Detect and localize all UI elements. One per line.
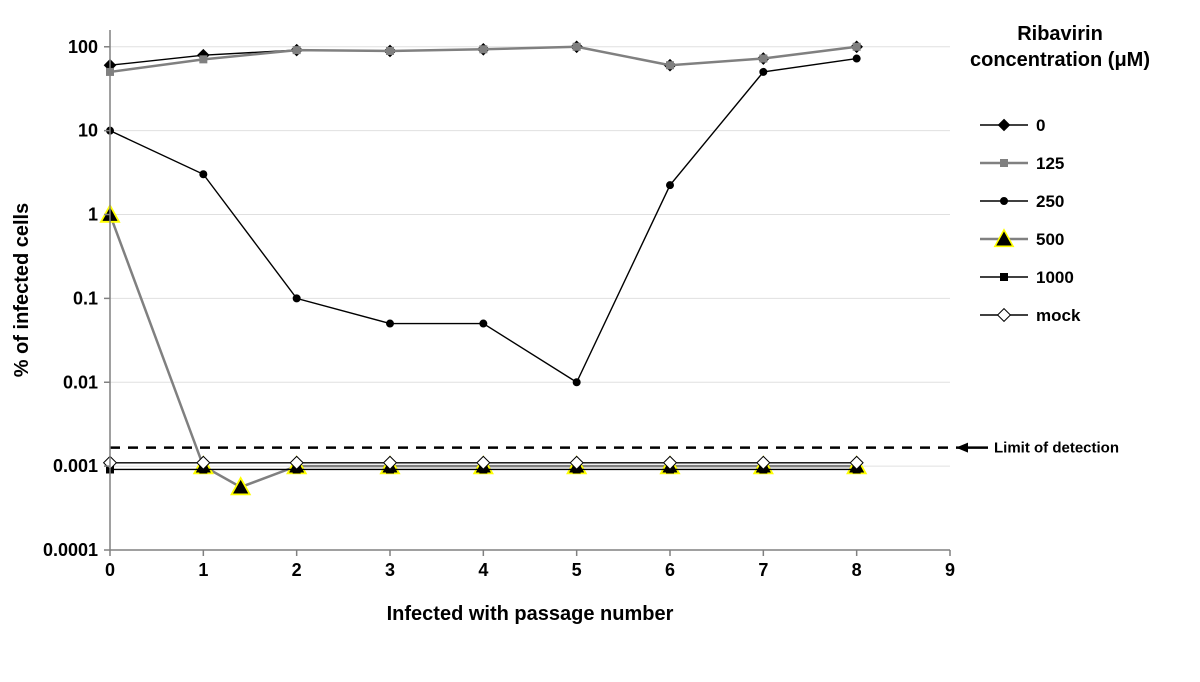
x-tick: 7 bbox=[758, 560, 768, 580]
point-c250 bbox=[573, 379, 580, 386]
legend-title-2: concentration (μM) bbox=[970, 49, 1150, 71]
legend-item-c250: 250 bbox=[1036, 192, 1064, 211]
x-tick: 6 bbox=[665, 560, 675, 580]
y-tick: 0.001 bbox=[53, 456, 98, 476]
legend-item-c0: 0 bbox=[1036, 116, 1045, 135]
point-c250 bbox=[387, 320, 394, 327]
legend-title: Ribavirin bbox=[1017, 23, 1103, 45]
point-c250 bbox=[200, 171, 207, 178]
point-c125 bbox=[760, 55, 767, 62]
point-c125 bbox=[573, 43, 580, 50]
series-c250 bbox=[110, 59, 857, 383]
y-tick: 10 bbox=[78, 121, 98, 141]
x-tick: 9 bbox=[945, 560, 955, 580]
point-c250 bbox=[667, 182, 674, 189]
legend-item-c1000: 1000 bbox=[1036, 268, 1074, 287]
point-c125 bbox=[200, 56, 207, 63]
point-c250 bbox=[480, 320, 487, 327]
legend-item-mock: mock bbox=[1036, 306, 1081, 325]
legend-item-c500: 500 bbox=[1036, 230, 1064, 249]
point-c250 bbox=[760, 68, 767, 75]
x-tick: 2 bbox=[292, 560, 302, 580]
x-tick: 8 bbox=[852, 560, 862, 580]
point-c125 bbox=[853, 43, 860, 50]
y-tick: 0.1 bbox=[73, 288, 98, 308]
y-tick: 0.0001 bbox=[43, 540, 98, 560]
chart-container: Limit of detection 0 1 2 3 4 5 6 7 8 9 0.0001 0.001 0… bbox=[0, 0, 1200, 682]
line-chart: Limit of detection 0 1 2 3 4 5 6 7 8 9 0.0001 0.001 0… bbox=[0, 0, 1200, 682]
series-c500 bbox=[110, 215, 857, 488]
x-axis-label: Infected with passage number bbox=[387, 603, 674, 625]
x-tick: 3 bbox=[385, 560, 395, 580]
point-c125 bbox=[480, 46, 487, 53]
limit-of-detection-label: Limit of detection bbox=[994, 440, 1119, 457]
point-c125 bbox=[387, 47, 394, 54]
point-c250 bbox=[293, 295, 300, 302]
x-tick: 1 bbox=[198, 560, 208, 580]
x-tick: 4 bbox=[478, 560, 488, 580]
legend-item-c125: 125 bbox=[1036, 154, 1064, 173]
y-tick: 1 bbox=[88, 205, 98, 225]
x-tick: 0 bbox=[105, 560, 115, 580]
x-tick: 5 bbox=[572, 560, 582, 580]
point-c125 bbox=[293, 47, 300, 54]
y-axis-label: % of infected cells bbox=[11, 203, 33, 378]
point-c250 bbox=[853, 55, 860, 62]
point-c500 bbox=[232, 478, 250, 494]
y-tick: 0.01 bbox=[63, 372, 98, 392]
point-c125 bbox=[667, 62, 674, 69]
y-tick: 100 bbox=[68, 37, 98, 57]
